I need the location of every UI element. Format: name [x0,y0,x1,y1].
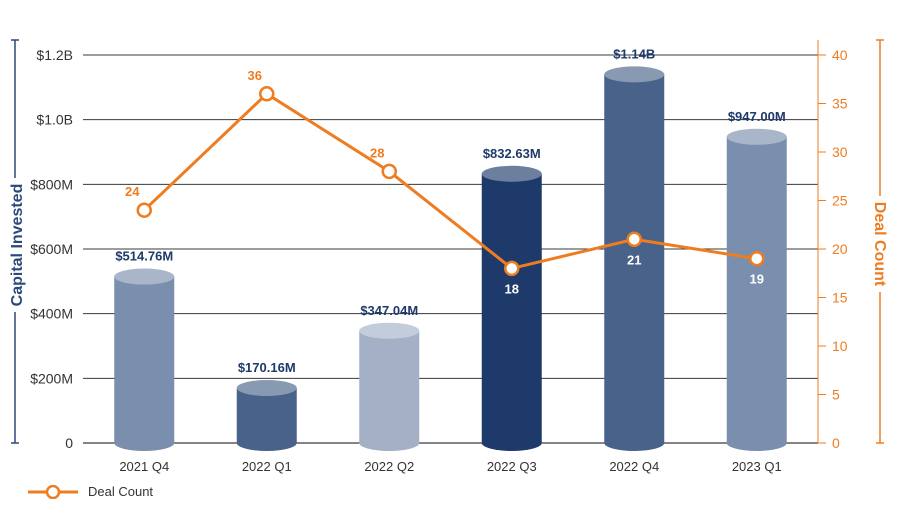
line-value-label: 24 [125,184,140,199]
y2-axis-title-bg [870,196,890,292]
bar-value-label: $832.63M [483,146,541,161]
deal-count-line [143,91,757,271]
line-value-label: 18 [505,281,519,296]
deal-count-point [749,250,765,267]
deal-count-point [381,163,397,180]
y2-tick-label: 30 [832,144,848,160]
bar [236,387,297,451]
y-tick-label: $600M [30,241,73,257]
x-tick-label: 2022 Q2 [364,459,414,474]
bar-value-label: $1.14B [613,46,655,61]
y2-tick-label: 40 [832,47,848,63]
legend-label: Deal Count [88,484,154,499]
x-tick-label: 2023 Q1 [732,459,782,474]
y2-tick-label: 15 [832,290,848,306]
deal-count-point [504,260,520,277]
bar [726,136,787,451]
y-tick-label: $1.2B [36,47,73,63]
line-value-label: 28 [370,145,384,160]
y2-axis-title: Deal Count [871,202,888,287]
line-value-label: 19 [750,272,764,287]
y2-tick-label: 25 [832,193,848,209]
y2-tick-label: 0 [832,435,840,451]
y-tick-label: $800M [30,176,73,192]
y2-tick-label: 5 [832,387,840,403]
bar [359,330,420,451]
bar-top [604,66,665,83]
y-axis-title: Capital Invested [9,184,26,307]
y2-tick-label: 10 [832,338,848,354]
bar-value-label: $947.00M [728,109,786,124]
y-tick-label: $200M [30,370,73,386]
bar-top [726,128,787,145]
line-value-label: 36 [248,68,262,83]
y2-tick-label: 35 [832,96,848,112]
bar-top [481,165,542,182]
bar-value-label: $514.76M [115,249,173,264]
x-tick-label: 2022 Q1 [242,459,292,474]
bar [481,173,542,451]
y-tick-label: 0 [65,435,73,451]
x-tick-label: 2022 Q3 [487,459,537,474]
bar-value-label: $347.04M [360,303,418,318]
bar [604,74,665,452]
deal-count-point [626,231,642,248]
deal-count-point [136,202,152,218]
y-tick-label: $400M [30,306,73,322]
legend-line-marker [28,484,78,499]
bar-top [359,322,420,339]
bar-top [236,379,297,396]
y2-tick-label: 20 [832,241,848,257]
legend: Deal Count [28,484,153,499]
y-tick-label: $1.0B [36,112,73,128]
bar-value-label: $170.16M [238,360,296,375]
deal-count-point [259,86,275,102]
x-tick-label: 2021 Q4 [119,459,169,474]
line-value-label: 21 [627,252,641,267]
bar [114,276,175,451]
y-axis-title-bg [6,178,26,312]
x-tick-label: 2022 Q4 [609,459,659,474]
bar-top [114,268,175,285]
